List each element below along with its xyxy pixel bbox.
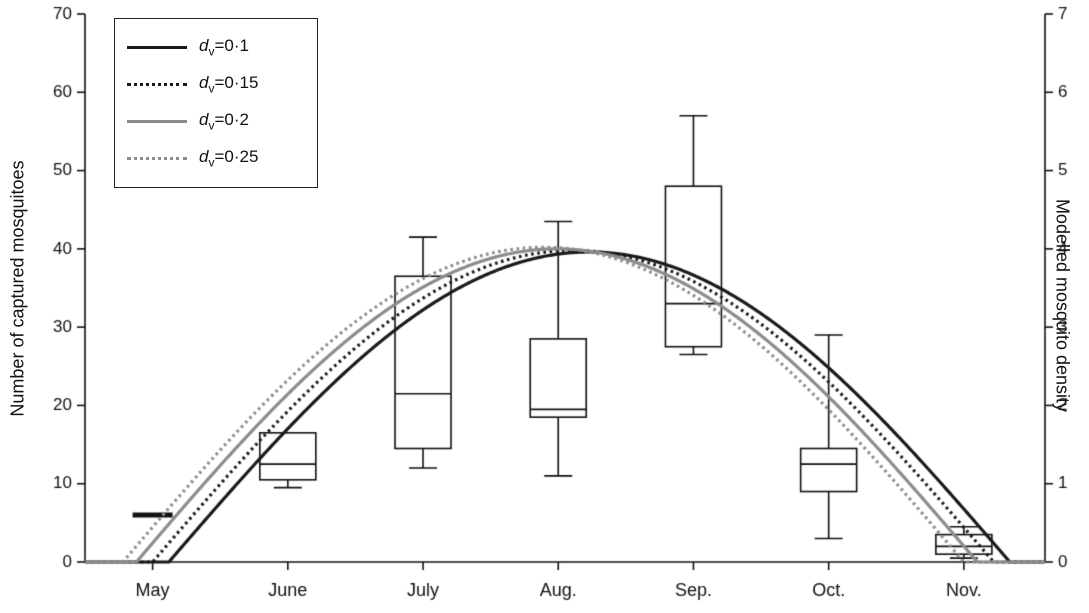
legend-item: dv=0·1 — [127, 29, 317, 66]
legend-value: =0·15 — [214, 73, 259, 93]
legend-symbol: d — [199, 110, 209, 130]
legend: dv=0·1 dv=0·15 dv=0·2 dv=0·25 — [114, 18, 318, 188]
legend-value: =0·25 — [214, 147, 259, 167]
legend-symbol: d — [199, 36, 209, 56]
legend-label: dv=0·25 — [199, 147, 258, 169]
legend-label: dv=0·2 — [199, 110, 249, 132]
legend-subscript: v — [208, 44, 215, 59]
legend-symbol: d — [199, 73, 209, 93]
legend-subscript: v — [208, 155, 215, 170]
legend-line-sample-gray-solid — [127, 120, 187, 123]
y-right-axis-label: Modelled mosquito density — [1052, 198, 1073, 413]
legend-item: dv=0·2 — [127, 103, 317, 140]
legend-line-sample-black-solid — [127, 46, 187, 49]
legend-label: dv=0·15 — [199, 73, 258, 95]
legend-line-sample-black-dotted — [127, 83, 187, 86]
legend-subscript: v — [208, 118, 215, 133]
legend-value: =0·2 — [214, 110, 249, 130]
legend-symbol: d — [199, 147, 209, 167]
legend-subscript: v — [208, 81, 215, 96]
legend-label: dv=0·1 — [199, 36, 249, 58]
legend-item: dv=0·25 — [127, 140, 317, 177]
legend-item: dv=0·15 — [127, 66, 317, 103]
y-left-axis-label: Number of captured mosquitoes — [7, 160, 28, 417]
legend-line-sample-gray-dotted — [127, 157, 187, 160]
legend-value: =0·1 — [214, 36, 249, 56]
